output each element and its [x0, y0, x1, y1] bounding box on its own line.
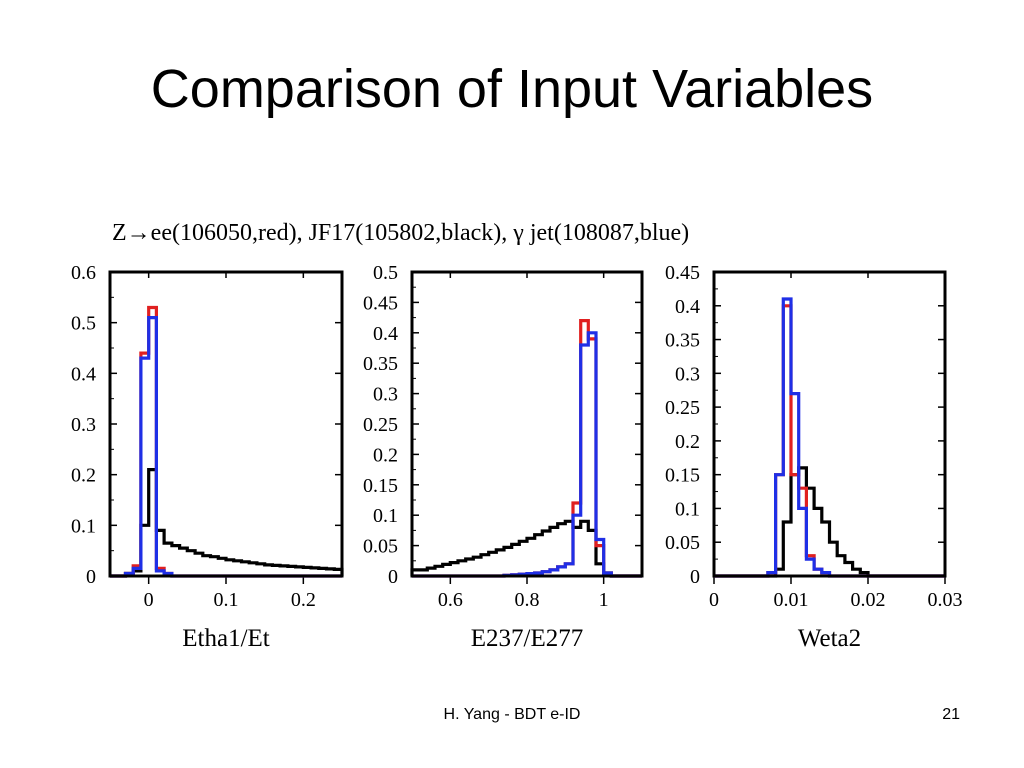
x-tick-label: 0.2 [291, 589, 316, 611]
y-tick-label: 0.1 [373, 505, 398, 527]
x-tick-label: 0.03 [928, 589, 963, 611]
footer-author: H. Yang - BDT e-ID [443, 706, 581, 723]
x-tick-label: 0 [144, 589, 154, 611]
slide-title: Comparison of Input Variables [150, 59, 874, 119]
y-tick-label: 0.2 [675, 431, 700, 453]
y-tick-label: 0.3 [71, 414, 96, 436]
y-tick-label: 0.6 [71, 262, 96, 284]
plot-frame [108, 270, 344, 578]
x-axis-title: E237/E277 [471, 625, 584, 652]
y-tick-label: 0.15 [665, 465, 700, 487]
y-tick-label: 0.25 [665, 397, 700, 419]
y-tick-label: 0.35 [665, 330, 700, 352]
x-tick-label: 0.01 [774, 589, 809, 611]
figure-caption: Z→ee(106050,red), JF17(105802,black), γ … [112, 220, 690, 246]
y-tick-label: 0.1 [71, 515, 96, 537]
y-tick-label: 0.4 [373, 323, 398, 345]
y-tick-label: 0.05 [665, 532, 700, 554]
y-tick-label: 0.3 [675, 363, 700, 385]
y-tick-label: 0.3 [373, 384, 398, 406]
histogram-panel-3: 0 0.05 0.1 0.15 0.2 0.25 0.3 0.35 0.4 0.45 0 0.01 0.… [665, 262, 963, 652]
y-tick-label: 0.25 [363, 414, 398, 436]
x-tick-label: 0.02 [851, 589, 886, 611]
histogram-series-black [110, 468, 344, 578]
histogram-series-red [110, 305, 342, 578]
y-tick-label: 0.2 [373, 444, 398, 466]
x-tick-label: 0 [709, 589, 719, 611]
x-axis-title: Etha1/Et [182, 625, 270, 652]
histogram-series-blue [110, 316, 342, 578]
y-tick-label: 0.4 [71, 363, 96, 385]
y-tick-label: 0 [86, 566, 96, 588]
y-tick-label: 0.5 [71, 313, 96, 335]
y-tick-label: 0 [690, 566, 700, 588]
x-tick-label: 1 [599, 589, 609, 611]
plot-frame [410, 270, 644, 578]
y-tick-label: 0.2 [71, 465, 96, 487]
y-tick-label: 0.1 [675, 498, 700, 520]
y-tick-label: 0.15 [363, 475, 398, 497]
x-axis-title: Weta2 [798, 625, 861, 652]
y-tick-label: 0.45 [665, 262, 700, 284]
page-number: 21 [942, 706, 960, 723]
histogram-series-black [714, 466, 945, 578]
y-tick-label: 0.4 [675, 296, 700, 318]
histogram-panel-2: 0 0.05 0.1 0.15 0.2 0.25 0.3 0.35 0.4 0.45 0.5 0.6 0… [363, 262, 644, 652]
x-tick-label: 0.1 [214, 589, 239, 611]
histogram-panel-1: 0 0.1 0.2 0.3 0.4 0.5 0.6 0 0.1 0.2 Etha1/Et [71, 262, 344, 652]
plot-frame [712, 270, 947, 578]
y-tick-label: 0.35 [363, 353, 398, 375]
y-tick-label: 0 [388, 566, 398, 588]
y-tick-label: 0.5 [373, 262, 398, 284]
histogram-series-black [410, 519, 642, 578]
y-tick-label: 0.45 [363, 292, 398, 314]
x-tick-label: 0.8 [515, 589, 540, 611]
y-tick-label: 0.05 [363, 536, 398, 558]
x-tick-label: 0.6 [438, 589, 463, 611]
